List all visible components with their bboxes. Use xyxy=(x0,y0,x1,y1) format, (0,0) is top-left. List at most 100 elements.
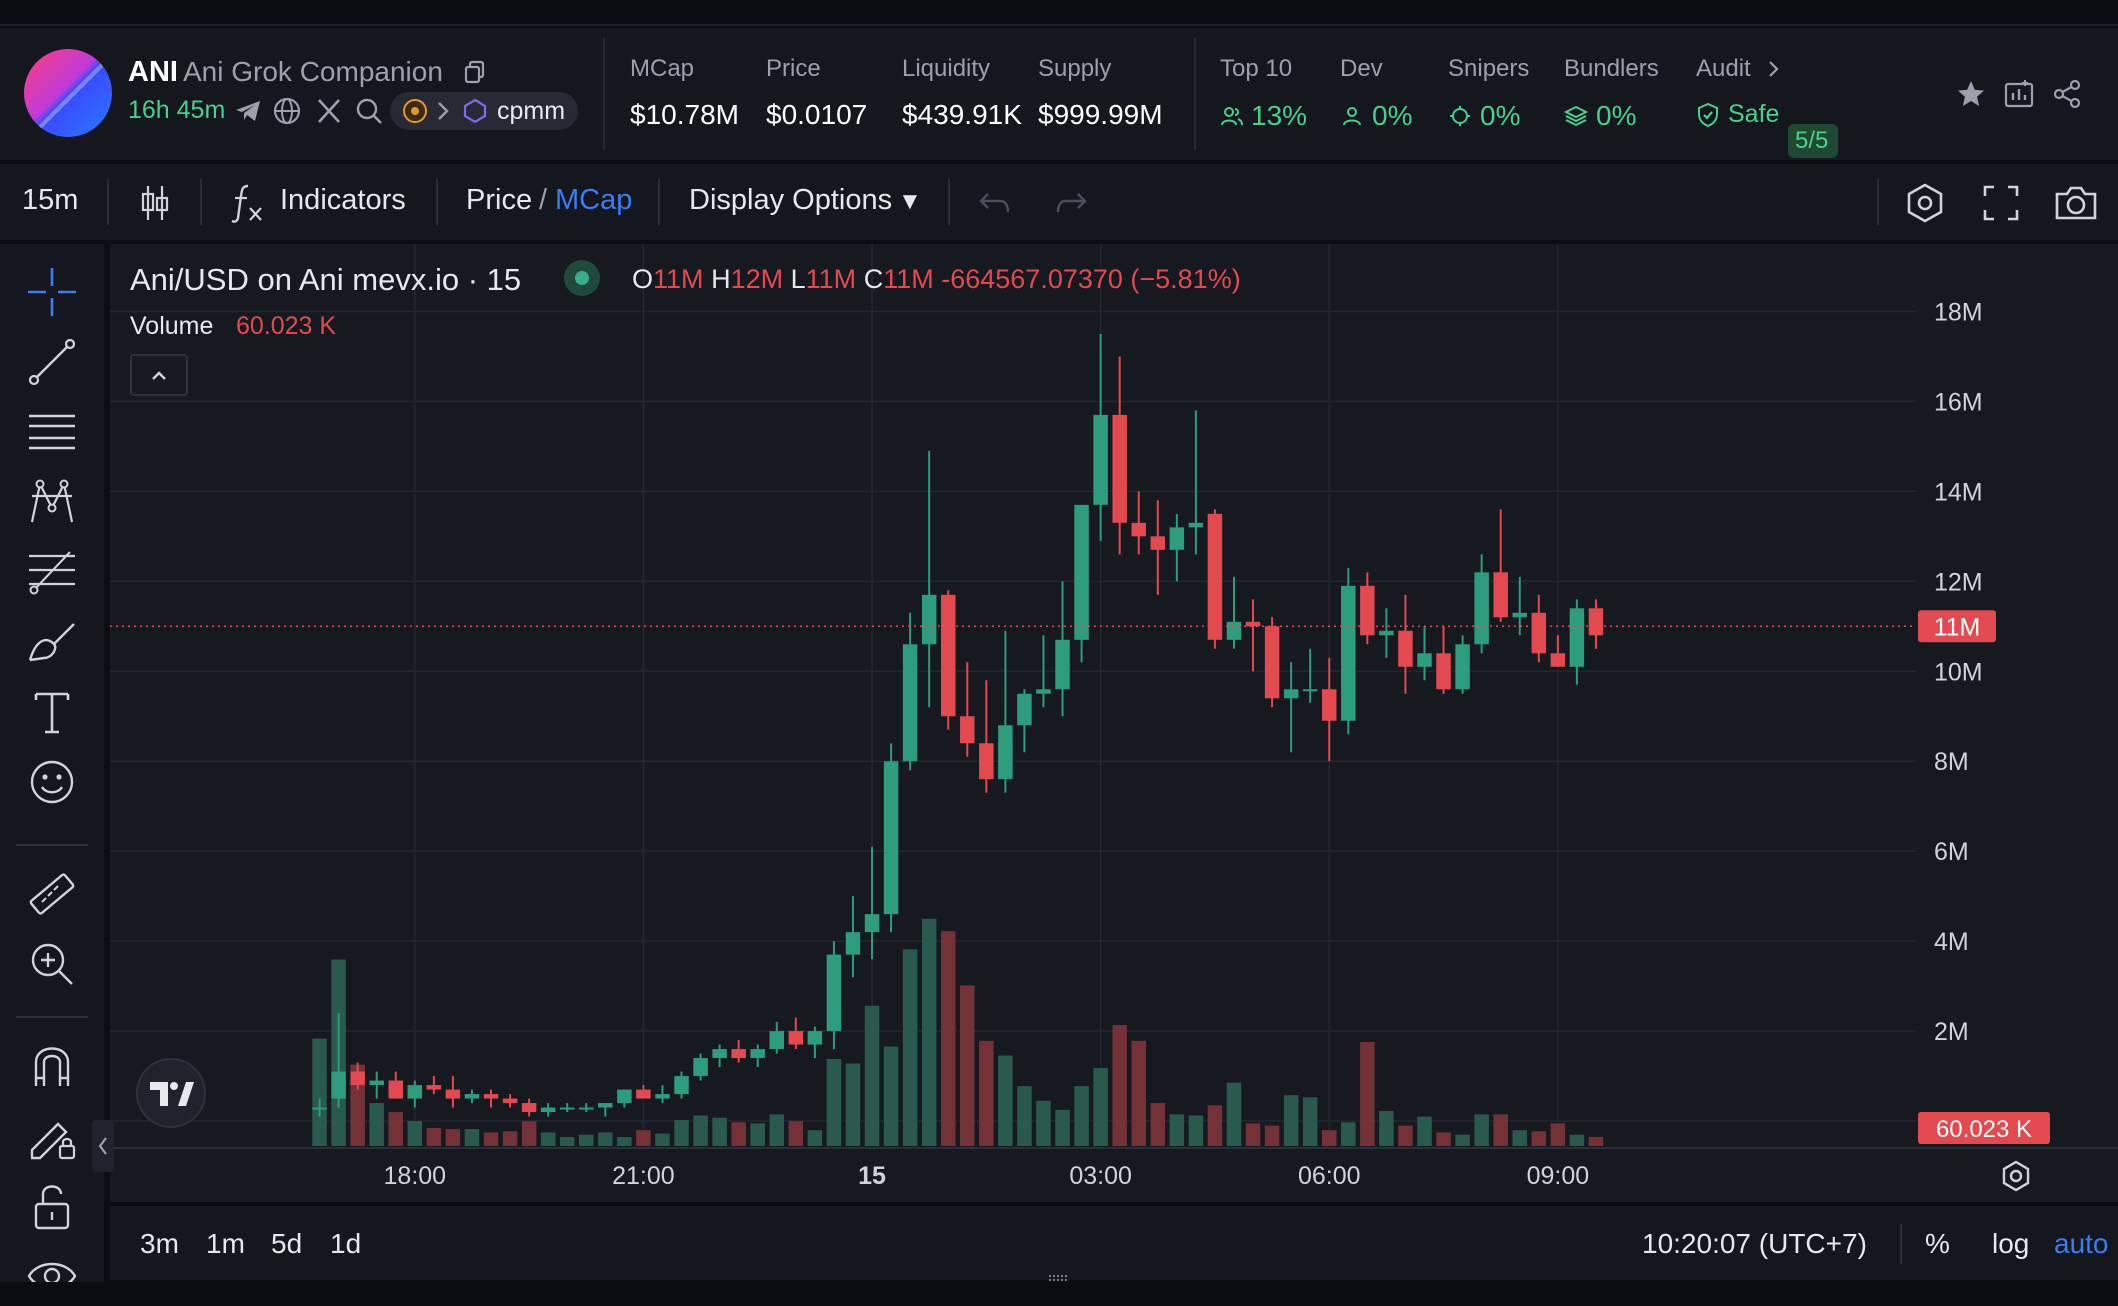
candle-body xyxy=(636,1089,651,1099)
search-icon[interactable] xyxy=(354,96,384,126)
price-change: -664567.07370 (−5.81%) xyxy=(941,264,1241,294)
interval-selector[interactable]: 15m xyxy=(22,184,79,216)
volume-bar xyxy=(655,1133,670,1146)
volume-bar xyxy=(540,1132,556,1146)
volume-bar xyxy=(1226,1082,1242,1146)
chart-clock[interactable]: 10:20:07 (UTC+7) xyxy=(1642,1228,1867,1259)
token-avatar[interactable] xyxy=(24,49,112,137)
volume-bar xyxy=(1055,1109,1070,1146)
axis-settings-icon xyxy=(2002,1160,2030,1192)
volume-bar xyxy=(598,1132,613,1146)
draw-lock-pencil-icon[interactable] xyxy=(26,1110,78,1162)
volume-bar xyxy=(1131,1040,1146,1146)
candle-body xyxy=(445,1089,461,1099)
volume-bar xyxy=(1245,1123,1261,1146)
website-globe-icon[interactable] xyxy=(272,96,302,126)
horizontal-lines-icon[interactable] xyxy=(26,406,78,458)
range-5d-button[interactable]: 5d xyxy=(271,1228,303,1259)
display-options-button[interactable]: Display Options xyxy=(689,184,893,216)
candle-body xyxy=(845,932,861,955)
candle-body xyxy=(483,1094,499,1099)
ruler-icon[interactable] xyxy=(26,868,78,920)
mcap-value: $10.78M xyxy=(630,99,739,130)
range-3m-button[interactable]: 3m xyxy=(140,1228,179,1259)
chart-symbol-title: Ani/USD on Ani mevx.io · 15 xyxy=(130,262,522,297)
volume-bar xyxy=(464,1129,480,1146)
candle-body xyxy=(1264,626,1280,699)
candle-body xyxy=(1360,585,1375,636)
share-icon[interactable] xyxy=(2051,78,2083,110)
volume-bar xyxy=(1531,1131,1547,1146)
mcap-toggle[interactable]: MCap xyxy=(555,184,633,216)
candle-body xyxy=(883,761,899,915)
candle-body xyxy=(1436,653,1451,690)
candle-body xyxy=(1093,414,1108,505)
tradingview-logo[interactable] xyxy=(136,1058,206,1128)
brush-icon[interactable] xyxy=(26,616,78,668)
ohlc-readout: O11M H12M L11M C11M -664567.07370 (−5.81… xyxy=(632,264,1241,295)
chevron-right-icon[interactable] xyxy=(1766,58,1782,80)
unlock-icon[interactable] xyxy=(26,1180,78,1232)
candle-body xyxy=(864,914,880,933)
magnet-icon[interactable] xyxy=(26,1040,78,1092)
price-chart-panel[interactable]: 18M16M14M12M10M8M6M4M2M018:0021:001503:0… xyxy=(110,244,2118,1202)
candlestick-chart[interactable]: 18M16M14M12M10M8M6M4M2M018:0021:001503:0… xyxy=(110,244,2118,1202)
price-mcap-separator: / xyxy=(539,184,548,216)
candle-body xyxy=(331,1071,346,1099)
audit-label[interactable]: Audit xyxy=(1696,55,1751,82)
volume-bar xyxy=(502,1131,518,1146)
candle-body xyxy=(1036,689,1051,694)
candle-body xyxy=(998,725,1013,780)
copy-icon[interactable] xyxy=(464,60,486,86)
star-icon[interactable] xyxy=(1955,78,1987,110)
fullscreen-icon[interactable] xyxy=(1982,184,2020,222)
log-scale-toggle[interactable]: log xyxy=(1992,1228,2030,1259)
volume-bar xyxy=(788,1121,804,1146)
token-ticker: ANI xyxy=(128,56,178,88)
candle-body xyxy=(826,954,842,1032)
undo-icon[interactable] xyxy=(978,188,1012,218)
price-toggle[interactable]: Price xyxy=(466,184,533,216)
auto-scale-toggle[interactable]: auto xyxy=(2054,1228,2109,1259)
candle-body xyxy=(1455,644,1470,690)
tools-divider xyxy=(16,844,88,846)
candle-body xyxy=(1131,522,1146,537)
volume-bar xyxy=(1569,1134,1585,1146)
emoji-icon[interactable] xyxy=(26,756,78,808)
range-1d-button[interactable]: 1d xyxy=(330,1228,362,1259)
volume-bar xyxy=(845,1063,861,1146)
telegram-icon[interactable] xyxy=(233,96,263,126)
candle-body xyxy=(559,1107,575,1110)
x-twitter-icon[interactable] xyxy=(314,96,344,126)
supply-value: $999.99M xyxy=(1038,99,1163,130)
zoom-in-icon[interactable] xyxy=(26,938,78,990)
text-tool-icon[interactable] xyxy=(26,686,78,738)
x-tick-label: 06:00 xyxy=(1298,1162,1361,1190)
chevron-down-icon[interactable]: ▼ xyxy=(898,188,922,215)
candle-body xyxy=(1474,572,1489,645)
compare-chart-icon[interactable] xyxy=(2003,78,2035,110)
x-tick-label: 21:00 xyxy=(612,1162,675,1190)
collapse-legend-button[interactable] xyxy=(130,354,188,396)
settings-hexagon-icon[interactable] xyxy=(1904,182,1946,224)
fx-indicators-icon[interactable] xyxy=(230,182,266,224)
indicators-button[interactable]: Indicators xyxy=(280,184,406,216)
dev-value: 0% xyxy=(1372,100,1413,131)
camera-snapshot-icon[interactable] xyxy=(2054,184,2098,222)
crosshair-cursor-icon[interactable] xyxy=(26,266,78,318)
pattern-icon[interactable] xyxy=(26,476,78,528)
header-divider xyxy=(603,38,605,150)
collapse-sidebar-button[interactable] xyxy=(92,1120,114,1172)
range-1m-button[interactable]: 1m xyxy=(206,1228,245,1259)
layers-icon xyxy=(1564,105,1588,127)
bundlers-value: 0% xyxy=(1596,100,1637,131)
candles-type-icon[interactable] xyxy=(138,182,172,224)
redo-icon[interactable] xyxy=(1054,188,1088,218)
open-value: 11M xyxy=(653,264,704,294)
percent-scale-toggle[interactable]: % xyxy=(1925,1228,1950,1259)
x-tick-label: 09:00 xyxy=(1527,1162,1590,1190)
volume-value: 60.023 K xyxy=(236,312,337,340)
trend-line-icon[interactable] xyxy=(26,336,78,388)
fib-retracement-icon[interactable] xyxy=(26,546,78,598)
candle-body xyxy=(1245,621,1261,627)
